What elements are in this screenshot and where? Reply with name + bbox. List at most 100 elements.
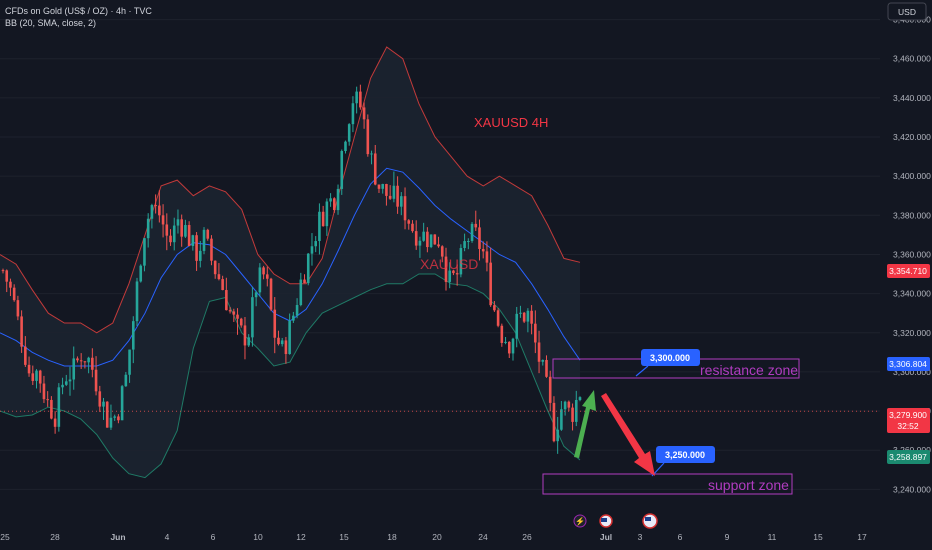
x-tick-label: 28 [50,532,60,542]
candle-body [150,205,154,219]
candle-body [158,205,161,216]
candle-body [403,196,407,221]
candle-body [117,416,120,421]
svg-text:⚡: ⚡ [575,516,585,526]
bar-countdown: 32:52 [897,421,919,431]
us-flag-event-icon-2[interactable] [642,513,658,529]
resistance-zone-label: resistance zone [700,362,798,378]
candle-body [452,270,455,274]
candle-body [113,416,116,418]
resistance-callout-value: 3,300.000 [650,353,690,363]
candle-body [172,225,176,243]
candle-body [470,223,474,241]
candle-body [545,359,548,377]
candle-body [392,185,396,199]
candle-body [530,310,533,324]
support-callout[interactable] [656,446,715,463]
candle-body [493,305,496,311]
candle-body [318,211,321,242]
candle-body [131,321,135,350]
candle-body [225,290,228,311]
candle-body [329,198,332,202]
candle-body [381,184,385,189]
candle-body [556,429,559,442]
chart-title: XAUUSD 4H [474,115,548,130]
indicator-legend[interactable]: BB (20, SMA, close, 2) [5,18,96,28]
candle-body [64,381,68,385]
x-tick-label: 26 [522,532,532,542]
candle-body [161,215,165,225]
currency-label: USD [898,7,916,17]
candle-body [135,281,139,322]
bollinger-upper-line [0,46,581,334]
candle-body [295,305,299,316]
lower-band-tag [887,450,930,464]
candle-body [191,235,195,247]
candle-body [321,211,325,227]
x-tick-label: Jun [110,532,125,542]
candle-body [507,341,511,354]
candle-body [38,370,42,384]
support-zone[interactable] [542,473,793,495]
time-axis[interactable]: 25 28 Jun 4 6 10 12 15 18 20 24 26 Jul 3 6 9 11 15 17 [0,532,867,542]
bollinger-lower-line [0,273,581,479]
candle-body [228,310,232,312]
chart-header-title: CFDs on Gold (US$ / OZ) · 4h · TVC [5,6,152,16]
candle-body [50,399,53,419]
candle-body [139,265,143,282]
candle-body [310,246,314,254]
currency-button[interactable]: USD [887,2,927,21]
candle-body [288,320,291,355]
y-tick-label: 3,320.000 [893,328,931,338]
candle-body [314,241,317,247]
candle-body [102,401,105,407]
candle-body [292,315,295,321]
x-tick-label: 17 [857,532,867,542]
upper-band-tag [887,264,930,278]
candle-body [455,273,459,275]
y-tick-label: 3,420.000 [893,132,931,142]
x-tick-label: 9 [725,532,730,542]
support-callout-value: 3,250.000 [665,450,705,460]
candle-body [76,358,79,361]
candle-body [9,281,12,288]
candle-body [269,278,273,310]
candle-body [504,341,507,343]
candle-body [496,310,500,326]
candle-body [206,229,210,239]
candle-body [176,219,180,226]
candle-body [98,391,102,407]
resistance-callout-connector [635,365,649,377]
candle-body [351,103,355,125]
candle-body [128,349,131,375]
candle-body [236,314,239,319]
zones: resistance zone support zone [542,358,800,495]
candle-body [433,234,437,245]
candle-body [534,323,537,343]
candle-body [563,401,567,410]
y-tick-label: 3,300.000 [893,367,931,377]
candle-body [422,231,425,241]
resistance-callout[interactable] [641,349,700,366]
x-tick-label: 6 [211,532,216,542]
candle-body [567,401,571,408]
candle-body [459,248,463,275]
candle-body [46,399,49,401]
candle-body [437,244,440,247]
candle-body [105,401,109,428]
dividend-event-icon[interactable]: ⚡ [573,514,587,528]
x-tick-label: 4 [165,532,170,542]
candle-body [362,107,366,120]
candle-body [541,359,545,362]
us-flag-event-icon[interactable] [599,514,613,528]
candle-body [24,346,27,365]
candle-body [519,312,522,314]
x-tick-label: 11 [768,532,777,542]
candle-body [72,358,76,380]
candle-body [299,279,303,306]
candle-body [463,241,466,249]
candle-body [16,300,20,317]
candle-body [83,361,87,363]
